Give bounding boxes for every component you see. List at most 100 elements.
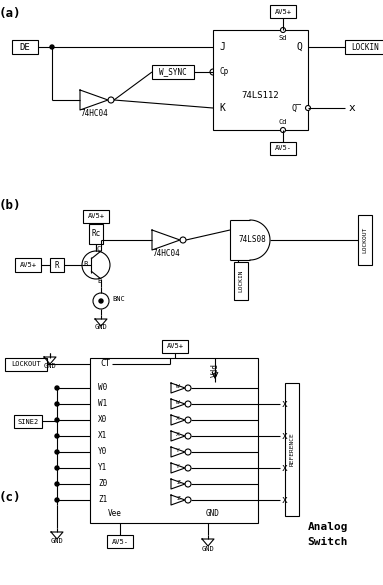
Text: 74HC04: 74HC04 (80, 108, 108, 118)
Text: CT: CT (100, 360, 110, 369)
Bar (50, 258, 64, 272)
Text: Switch: Switch (308, 537, 348, 547)
Circle shape (185, 385, 191, 391)
Bar (270, 5, 296, 18)
Text: GND: GND (44, 363, 56, 369)
Bar (234, 262, 248, 300)
Text: LOCKOUT: LOCKOUT (11, 362, 41, 367)
Text: DE: DE (20, 43, 30, 51)
Text: Cd: Cd (279, 119, 287, 125)
Text: Z: Z (176, 497, 180, 501)
Circle shape (185, 401, 191, 407)
Bar (107, 535, 133, 548)
Circle shape (280, 27, 285, 33)
Text: (b): (b) (0, 198, 21, 212)
Text: Z1: Z1 (98, 495, 107, 504)
Circle shape (185, 417, 191, 423)
Text: K: K (219, 103, 225, 113)
Circle shape (55, 498, 59, 502)
Text: 74LS112: 74LS112 (242, 91, 279, 99)
Text: (a): (a) (0, 8, 21, 20)
Text: 74HC04: 74HC04 (152, 249, 180, 259)
Text: J: J (219, 42, 225, 52)
Circle shape (185, 481, 191, 487)
Text: LOCKIN: LOCKIN (239, 270, 244, 292)
Text: Q̅: Q̅ (292, 104, 302, 112)
Text: W: W (176, 401, 180, 405)
Text: Sd: Sd (279, 35, 287, 41)
Text: W_SYNC: W_SYNC (159, 67, 187, 77)
Bar (345, 40, 383, 54)
Bar (5, 358, 47, 371)
Bar (358, 215, 372, 265)
Text: X: X (176, 432, 180, 438)
Text: LOCKIN: LOCKIN (351, 43, 379, 51)
Text: Analog: Analog (308, 522, 348, 532)
Circle shape (55, 386, 59, 390)
Circle shape (55, 482, 59, 486)
Text: GND: GND (201, 546, 214, 552)
Bar (152, 65, 194, 79)
Text: x: x (282, 495, 288, 505)
Circle shape (55, 466, 59, 470)
Text: x: x (349, 103, 355, 113)
Text: Vee: Vee (108, 508, 122, 518)
Circle shape (185, 497, 191, 503)
Text: X1: X1 (98, 432, 107, 441)
Text: R: R (55, 260, 59, 270)
Text: E: E (97, 278, 101, 284)
Circle shape (280, 128, 285, 132)
Circle shape (99, 299, 103, 303)
Text: Z0: Z0 (98, 480, 107, 488)
Text: Q: Q (296, 42, 302, 52)
Circle shape (55, 402, 59, 406)
Text: Y: Y (176, 449, 180, 453)
Bar (270, 142, 296, 155)
Text: B: B (84, 261, 88, 267)
Text: LOCKOUT: LOCKOUT (362, 227, 368, 253)
Text: 74LS08: 74LS08 (238, 236, 266, 245)
Text: x: x (282, 463, 288, 473)
Text: AV5-: AV5- (275, 146, 291, 152)
Bar (15, 258, 41, 272)
Text: AV5+: AV5+ (20, 262, 36, 268)
Bar (83, 210, 109, 223)
Circle shape (82, 251, 110, 279)
Bar (89, 224, 103, 244)
Bar (213, 30, 308, 130)
Text: Vdd: Vdd (211, 363, 219, 377)
Text: W1: W1 (98, 400, 107, 408)
Text: AV5-: AV5- (111, 539, 129, 545)
Text: AV5+: AV5+ (167, 343, 183, 349)
Text: x: x (282, 431, 288, 441)
Circle shape (306, 105, 311, 111)
Bar (285, 383, 299, 516)
Text: C: C (97, 246, 101, 252)
Circle shape (185, 465, 191, 471)
Text: Rc: Rc (92, 229, 101, 239)
Circle shape (185, 433, 191, 439)
Text: Y0: Y0 (98, 448, 107, 456)
Circle shape (55, 434, 59, 438)
Text: x: x (282, 399, 288, 409)
Circle shape (108, 97, 114, 103)
Text: X0: X0 (98, 415, 107, 425)
Text: Y1: Y1 (98, 463, 107, 473)
Bar (162, 340, 188, 353)
Text: (c): (c) (0, 490, 21, 504)
Bar (14, 415, 42, 428)
Text: REFERENCE: REFERENCE (290, 433, 295, 466)
Text: X: X (176, 417, 180, 422)
Text: GND: GND (206, 508, 220, 518)
Text: Cp: Cp (219, 67, 228, 77)
Circle shape (180, 237, 186, 243)
Circle shape (185, 449, 191, 455)
Text: Y: Y (176, 464, 180, 470)
Text: W0: W0 (98, 384, 107, 393)
Text: GND: GND (51, 538, 63, 544)
Circle shape (210, 69, 216, 75)
Circle shape (93, 293, 109, 309)
Text: AV5+: AV5+ (275, 9, 291, 15)
Bar (12, 40, 38, 54)
Text: Z: Z (176, 480, 180, 486)
